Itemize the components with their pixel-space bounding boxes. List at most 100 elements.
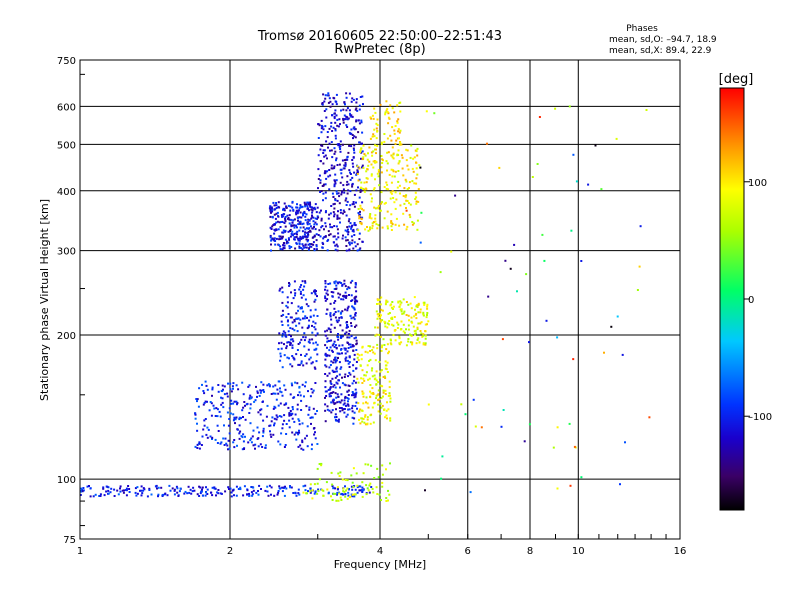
- data-point: [307, 207, 309, 210]
- data-point: [325, 116, 328, 119]
- data-point: [342, 108, 345, 111]
- data-point: [310, 388, 313, 391]
- data-point: [94, 493, 97, 496]
- data-point: [331, 349, 334, 352]
- data-point: [393, 132, 396, 135]
- data-point: [312, 407, 315, 410]
- data-point: [368, 146, 371, 149]
- data-point: [375, 486, 378, 489]
- data-point: [353, 135, 356, 138]
- data-point: [378, 493, 381, 496]
- data-point: [372, 160, 375, 163]
- data-point: [357, 186, 359, 189]
- data-point: [344, 103, 346, 106]
- data-point: [252, 486, 255, 489]
- data-point: [296, 212, 299, 215]
- data-point: [347, 228, 349, 231]
- data-point: [341, 352, 343, 355]
- data-point: [299, 307, 302, 310]
- data-point: [383, 344, 386, 346]
- data-point: [258, 394, 261, 397]
- data-point: [325, 481, 328, 484]
- data-point: [322, 93, 325, 96]
- data-point: [340, 499, 343, 501]
- data-point: [391, 126, 394, 129]
- data-point: [278, 289, 281, 292]
- data-point: [354, 108, 357, 111]
- data-point: [352, 147, 355, 150]
- data-point: [379, 303, 382, 306]
- data-point: [391, 190, 394, 193]
- data-point: [372, 150, 375, 153]
- data-point: [391, 156, 394, 159]
- data-point: [292, 396, 295, 399]
- data-point: [198, 441, 201, 444]
- data-point: [275, 398, 278, 401]
- data-point: [354, 395, 357, 398]
- data-point: [333, 112, 336, 115]
- data-point: [306, 327, 309, 330]
- data-point: [297, 343, 300, 345]
- data-point: [271, 207, 273, 210]
- data-point: [381, 481, 384, 484]
- data-point: [389, 197, 392, 200]
- data-point: [339, 471, 342, 474]
- data-point: [385, 299, 388, 302]
- data-point: [355, 401, 358, 404]
- colorbar-tick-label: 0: [748, 295, 754, 306]
- data-point: [329, 364, 332, 366]
- data-point: [335, 190, 338, 193]
- data-point: [361, 131, 364, 134]
- data-point: [387, 151, 390, 154]
- data-point: [283, 202, 286, 205]
- data-point: [285, 433, 288, 435]
- data-point: [419, 330, 422, 332]
- data-point: [294, 381, 297, 384]
- data-point: [136, 492, 139, 495]
- data-point: [211, 486, 214, 489]
- data-point: [302, 448, 305, 451]
- data-point: [331, 377, 334, 380]
- data-point: [315, 248, 318, 251]
- data-point: [373, 107, 376, 110]
- data-point: [332, 235, 335, 238]
- data-point: [347, 375, 349, 378]
- data-point: [198, 495, 201, 497]
- data-point: [313, 226, 315, 228]
- data-point: [119, 487, 121, 490]
- data-point: [206, 426, 209, 429]
- data-point: [413, 296, 416, 299]
- data-point: [183, 492, 186, 495]
- data-point: [538, 116, 541, 118]
- data-point: [157, 495, 159, 498]
- data-point: [389, 400, 392, 403]
- data-point: [352, 369, 355, 372]
- data-point: [369, 390, 372, 393]
- data-point: [359, 221, 362, 224]
- data-point: [408, 202, 410, 205]
- data-point: [271, 416, 274, 419]
- data-point: [346, 350, 349, 353]
- data-point: [314, 322, 317, 325]
- data-point: [316, 410, 318, 412]
- data-point: [262, 419, 265, 422]
- data-point: [318, 211, 321, 214]
- data-point: [334, 300, 337, 302]
- data-point: [256, 391, 259, 394]
- data-point: [329, 328, 332, 331]
- data-point: [360, 353, 363, 356]
- data-point: [306, 425, 309, 428]
- data-point: [347, 404, 350, 407]
- data-point: [278, 238, 281, 241]
- data-point: [327, 283, 330, 285]
- data-point: [405, 207, 407, 209]
- data-point: [302, 364, 305, 367]
- data-point: [388, 320, 391, 322]
- data-point: [344, 199, 347, 202]
- data-point: [258, 484, 261, 487]
- data-point: [342, 403, 345, 406]
- data-point: [322, 128, 325, 131]
- data-point: [142, 487, 145, 490]
- data-point: [415, 312, 418, 315]
- data-point: [398, 184, 401, 187]
